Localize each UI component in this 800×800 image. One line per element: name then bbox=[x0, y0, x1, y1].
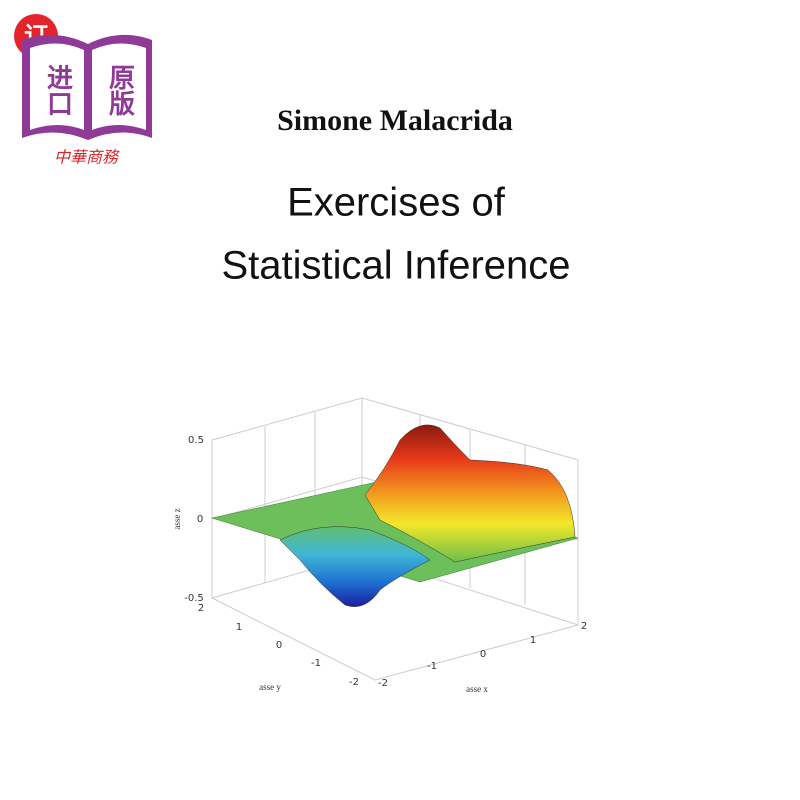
y-tick: -2 bbox=[349, 677, 359, 688]
x-tick: 1 bbox=[530, 635, 536, 646]
badge-import: 进口 bbox=[43, 64, 73, 116]
x-tick: -1 bbox=[427, 661, 437, 672]
z-tick: 0.5 bbox=[188, 435, 204, 446]
axis-ticks: 0.5 0 -0.5 2 1 0 -1 -2 -2 -1 0 1 2 asse … bbox=[172, 435, 587, 694]
surface bbox=[211, 424, 579, 607]
publisher: 中華商務 bbox=[54, 148, 120, 167]
y-tick: -1 bbox=[311, 658, 321, 669]
z-tick: -0.5 bbox=[184, 593, 204, 604]
y-tick: 0 bbox=[276, 640, 282, 651]
z-label: asse z bbox=[172, 508, 182, 529]
badge-original: 原版 bbox=[105, 64, 136, 117]
x-tick: -2 bbox=[378, 678, 388, 689]
badge: 订 进口 原版 中華商務 bbox=[14, 14, 152, 167]
x-label: asse x bbox=[466, 684, 488, 694]
y-label: asse y bbox=[259, 682, 281, 692]
y-tick: 2 bbox=[198, 603, 204, 614]
y-tick: 1 bbox=[236, 622, 242, 633]
title: Exercises of bbox=[287, 181, 506, 225]
author: Simone Malacrida bbox=[277, 104, 513, 137]
z-tick: 0 bbox=[197, 514, 203, 525]
x-tick: 2 bbox=[581, 621, 587, 632]
x-tick: 0 bbox=[480, 649, 486, 660]
title: Statistical Inference bbox=[221, 244, 570, 288]
